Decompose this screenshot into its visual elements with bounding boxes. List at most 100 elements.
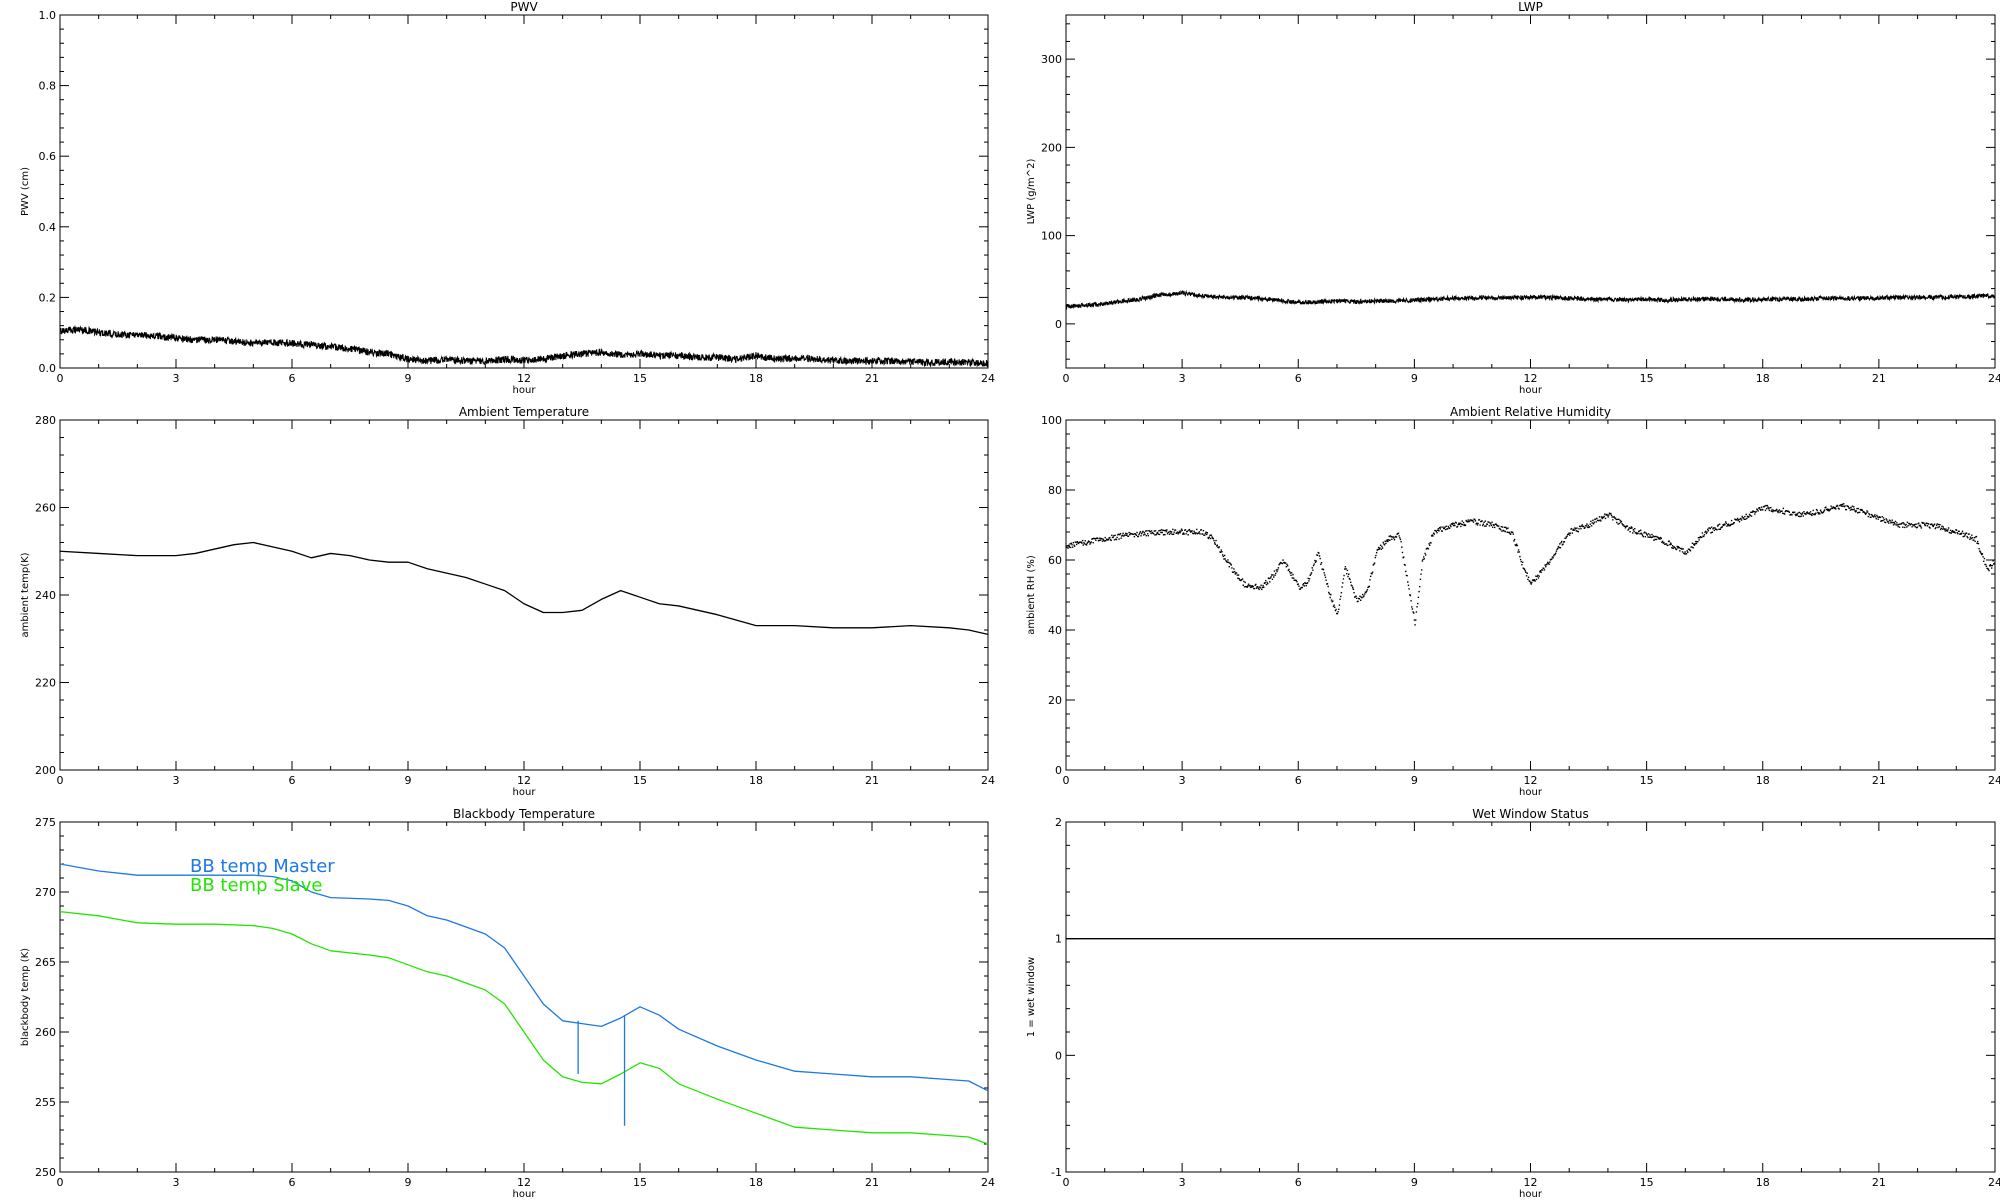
y-tick-label: 0: [1055, 1049, 1062, 1062]
plot-area: [60, 541, 988, 636]
y-tick-label: 0.0: [39, 362, 57, 375]
x-axis-label: hour: [1519, 787, 1543, 798]
y-tick-label: -1: [1051, 1166, 1062, 1179]
plot-area: [60, 324, 988, 368]
x-tick-label: 3: [1179, 1176, 1186, 1189]
y-tick-label: 0: [1055, 318, 1062, 331]
chart-title: Ambient Relative Humidity: [1450, 405, 1611, 419]
x-tick-label: 3: [1179, 372, 1186, 385]
x-tick-label: 18: [749, 774, 763, 787]
x-tick-label: 6: [1295, 372, 1302, 385]
y-tick-label: 0.2: [39, 291, 57, 304]
x-tick-label: 15: [1640, 372, 1654, 385]
x-tick-label: 0: [1063, 1176, 1070, 1189]
series-line: [60, 541, 988, 636]
x-tick-label: 0: [1063, 774, 1070, 787]
y-tick-label: 260: [35, 502, 56, 515]
x-tick-label: 0: [1063, 372, 1070, 385]
y-axis-label: LWP (g/m^2): [1026, 159, 1037, 225]
legend-entry: BB temp Master: [190, 856, 335, 877]
x-tick-label: 21: [865, 774, 879, 787]
chart-panel-blackbody_temperature: Blackbody Temperature 0 3 6 9 12 15 18 21 24 hour 2…: [20, 807, 995, 1200]
series-line: [60, 324, 988, 368]
x-axis-label: hour: [1519, 385, 1543, 396]
x-tick-label: 12: [1524, 1176, 1538, 1189]
x-tick-label: 24: [1988, 774, 2000, 787]
x-tick-label: 15: [633, 372, 647, 385]
y-tick-label: 80: [1048, 484, 1062, 497]
chart-panel-ambient_temperature: Ambient Temperature 0 3 6 9 12 15 18 21 24 hour 200…: [20, 405, 995, 798]
x-tick-label: 24: [981, 372, 995, 385]
y-tick-label: 20: [1048, 694, 1062, 707]
y-axis-label: blackbody temp (K): [20, 948, 31, 1046]
y-tick-label: 1.0: [39, 9, 57, 22]
x-tick-label: 12: [517, 372, 531, 385]
x-tick-label: 6: [289, 372, 296, 385]
y-tick-label: 0: [1055, 764, 1062, 777]
x-tick-label: 21: [1872, 774, 1886, 787]
y-axis-label: ambient temp(K): [20, 552, 31, 637]
x-tick-label: 15: [1640, 1176, 1654, 1189]
series-points: [1066, 503, 1995, 626]
x-tick-label: 0: [57, 774, 64, 787]
y-tick-label: 1: [1055, 933, 1062, 946]
x-tick-label: 18: [1756, 774, 1770, 787]
x-tick-label: 21: [1872, 372, 1886, 385]
y-tick-label: 100: [1041, 414, 1062, 427]
x-tick-label: 12: [1524, 372, 1538, 385]
x-tick-label: 3: [173, 372, 180, 385]
x-tick-label: 6: [1295, 1176, 1302, 1189]
x-tick-label: 21: [1872, 1176, 1886, 1189]
x-tick-label: 21: [865, 1176, 879, 1189]
x-tick-label: 3: [173, 774, 180, 787]
chart-title: Blackbody Temperature: [453, 807, 595, 821]
chart-panel-pwv: PWV 0 3 6 9 12 15 18 21 24 hour 0.0 0.2 0.4 0.6 0.8 1.0 P…: [20, 0, 995, 396]
chart-title: PWV: [510, 0, 538, 14]
y-axis-label: PWV (cm): [20, 167, 31, 216]
x-tick-label: 12: [1524, 774, 1538, 787]
x-tick-label: 15: [633, 774, 647, 787]
chart-title: LWP: [1518, 0, 1543, 14]
y-tick-label: 200: [1041, 141, 1062, 154]
chart-panel-lwp: LWP 0 3 6 9 12 15 18 21 24 hour 0 100 200 300 LWP (g/m^…: [1026, 0, 2000, 396]
y-axis-label: 1 = wet window: [1026, 957, 1037, 1037]
x-tick-label: 9: [405, 372, 412, 385]
y-tick-label: 0.8: [39, 80, 57, 93]
y-tick-label: 220: [35, 677, 56, 690]
y-tick-label: 270: [35, 886, 56, 899]
plot-area: [1066, 289, 1995, 311]
y-tick-label: 2: [1055, 816, 1062, 829]
y-tick-label: 200: [35, 764, 56, 777]
y-tick-label: 280: [35, 414, 56, 427]
series-line: [60, 863, 988, 1092]
x-tick-label: 15: [1640, 774, 1654, 787]
x-tick-label: 9: [405, 774, 412, 787]
chart-title: Ambient Temperature: [459, 405, 589, 419]
series-line: [60, 910, 988, 1145]
y-tick-label: 265: [35, 956, 56, 969]
x-tick-label: 0: [57, 1176, 64, 1189]
x-tick-label: 9: [1411, 1176, 1418, 1189]
x-axis-label: hour: [513, 385, 537, 396]
legend-entry: BB temp Slave: [190, 875, 322, 896]
x-tick-label: 18: [749, 1176, 763, 1189]
series-line: [1066, 289, 1995, 311]
y-axis-label: ambient RH (%): [1026, 555, 1037, 635]
x-tick-label: 24: [981, 774, 995, 787]
x-tick-label: 12: [517, 774, 531, 787]
chart-title: Wet Window Status: [1472, 807, 1588, 821]
y-tick-label: 250: [35, 1166, 56, 1179]
x-tick-label: 12: [517, 1176, 531, 1189]
plot-area: [1066, 503, 1995, 626]
y-tick-label: 240: [35, 589, 56, 602]
x-tick-label: 6: [289, 1176, 296, 1189]
x-tick-label: 24: [1988, 1176, 2000, 1189]
x-tick-label: 3: [1179, 774, 1186, 787]
chart-panel-ambient_relative_humidity: Ambient Relative Humidity 0 3 6 9 12 15 18 21 24 h…: [1026, 405, 2000, 798]
x-tick-label: 0: [57, 372, 64, 385]
x-tick-label: 3: [173, 1176, 180, 1189]
y-tick-label: 60: [1048, 554, 1062, 567]
